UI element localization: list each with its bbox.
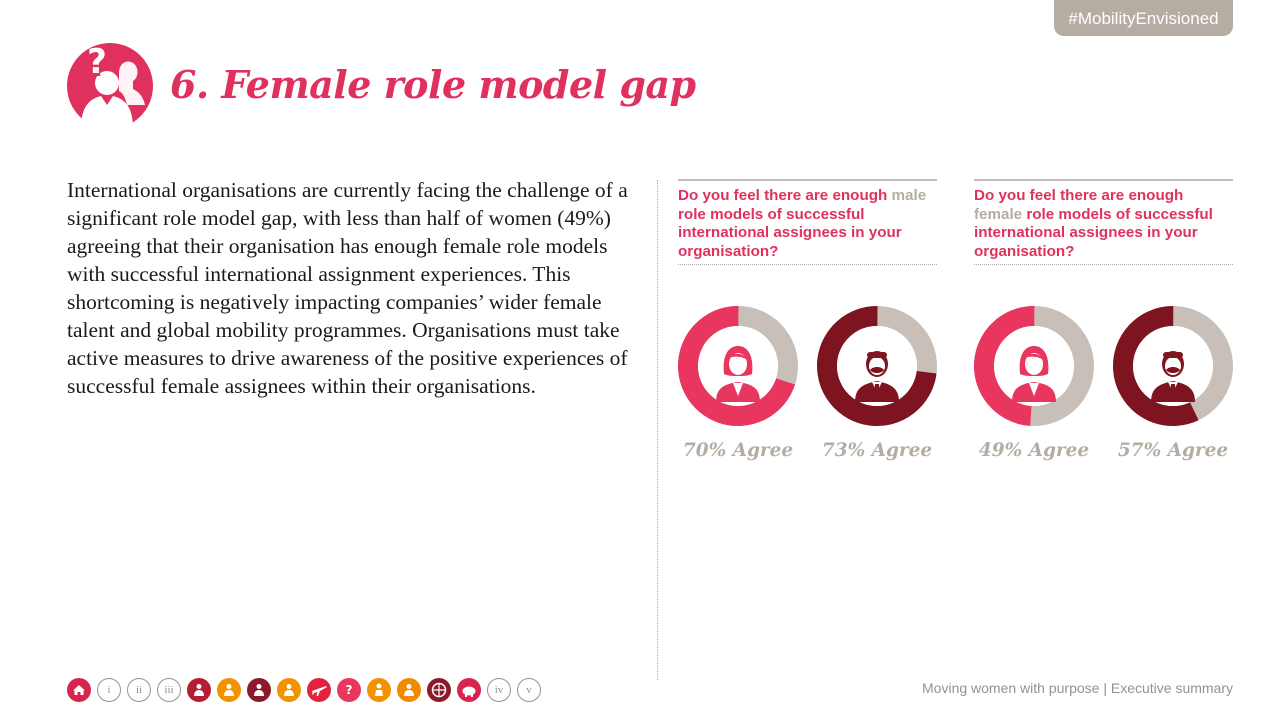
nav-person-badge-icon[interactable] bbox=[247, 678, 271, 702]
footer-caption: Moving women with purpose | Executive su… bbox=[922, 680, 1233, 696]
nav-airplane-icon[interactable] bbox=[307, 678, 331, 702]
percent-agree-label: 57% Agree bbox=[1117, 440, 1229, 461]
question-highlight: female bbox=[974, 205, 1023, 223]
question-highlight: male bbox=[891, 187, 927, 204]
question-male-role-models: Do you feel there are enough male role m… bbox=[678, 179, 937, 265]
nav-page-label: v bbox=[526, 684, 532, 696]
svg-text:?: ? bbox=[87, 43, 107, 82]
role-model-question-icon: ? bbox=[337, 678, 361, 702]
female-figure-icon bbox=[1012, 346, 1056, 402]
nav-page-ii[interactable]: ii bbox=[127, 678, 151, 702]
male-figure-icon bbox=[1151, 351, 1195, 402]
question-female-role-models: Do you feel there are enough female role… bbox=[974, 179, 1233, 265]
globe-network-icon bbox=[427, 678, 451, 702]
nav-page-i[interactable]: i bbox=[97, 678, 121, 702]
question-prefix: Do you feel there are enough bbox=[974, 187, 1184, 204]
question-prefix: Do you feel there are enough bbox=[678, 187, 888, 204]
donut-agree-arc bbox=[1113, 306, 1233, 426]
group-people-icon bbox=[397, 678, 421, 702]
nav-people-network-icon[interactable] bbox=[277, 678, 301, 702]
male-figure-icon bbox=[855, 351, 899, 402]
nav-running-person-icon[interactable] bbox=[217, 678, 241, 702]
role-model-question-icon: ? ? bbox=[67, 43, 153, 129]
percent-agree-label: 73% Agree bbox=[821, 440, 933, 461]
hashtag-badge: #MobilityEnvisioned bbox=[1054, 0, 1233, 36]
nav-globe-network-icon[interactable] bbox=[427, 678, 451, 702]
nav-home-icon[interactable] bbox=[67, 678, 91, 702]
nav-piggy-bank-icon[interactable] bbox=[457, 678, 481, 702]
nav-role-model-question-icon[interactable]: ? bbox=[337, 678, 361, 702]
question-suffix: role models of successful international … bbox=[974, 205, 1213, 260]
nav-page-label: iii bbox=[164, 684, 174, 696]
svg-text:?: ? bbox=[93, 57, 106, 82]
svg-text:?: ? bbox=[346, 683, 353, 697]
piggy-bank-icon bbox=[457, 678, 481, 702]
nav-page-iv[interactable]: iv bbox=[487, 678, 511, 702]
percent-agree-label: 70% Agree bbox=[682, 440, 794, 461]
running-person-icon bbox=[217, 678, 241, 702]
page-title: 6. Female role model gap bbox=[170, 62, 696, 107]
nav-page-label: i bbox=[107, 684, 111, 696]
nav-page-iii[interactable]: iii bbox=[157, 678, 181, 702]
section-navigation: i ii iii? iv v bbox=[67, 678, 541, 702]
nav-person-podium-icon[interactable] bbox=[367, 678, 391, 702]
people-network-icon bbox=[277, 678, 301, 702]
nav-page-label: ii bbox=[135, 684, 143, 696]
airplane-icon bbox=[307, 678, 331, 702]
donut-chart-male-question-women bbox=[678, 306, 798, 426]
question-suffix: role models of successful international … bbox=[678, 205, 902, 260]
person-badge-icon bbox=[247, 678, 271, 702]
column-divider bbox=[657, 180, 658, 680]
donut-agree-arc bbox=[974, 306, 1094, 426]
nav-group-people-icon[interactable] bbox=[397, 678, 421, 702]
donut-chart-female-question-men bbox=[1113, 306, 1233, 426]
home-icon bbox=[67, 678, 91, 702]
nav-hands-raised-icon[interactable] bbox=[187, 678, 211, 702]
female-figure-icon bbox=[716, 346, 760, 402]
nav-page-v[interactable]: v bbox=[517, 678, 541, 702]
donut-chart-female-question-women bbox=[974, 306, 1094, 426]
hands-raised-icon bbox=[187, 678, 211, 702]
donut-agree-arc bbox=[817, 306, 937, 426]
nav-page-label: iv bbox=[494, 684, 504, 696]
percent-agree-label: 49% Agree bbox=[978, 440, 1090, 461]
intro-paragraph: International organisations are currentl… bbox=[67, 178, 628, 398]
person-podium-icon bbox=[367, 678, 391, 702]
donut-chart-male-question-men bbox=[817, 306, 937, 426]
